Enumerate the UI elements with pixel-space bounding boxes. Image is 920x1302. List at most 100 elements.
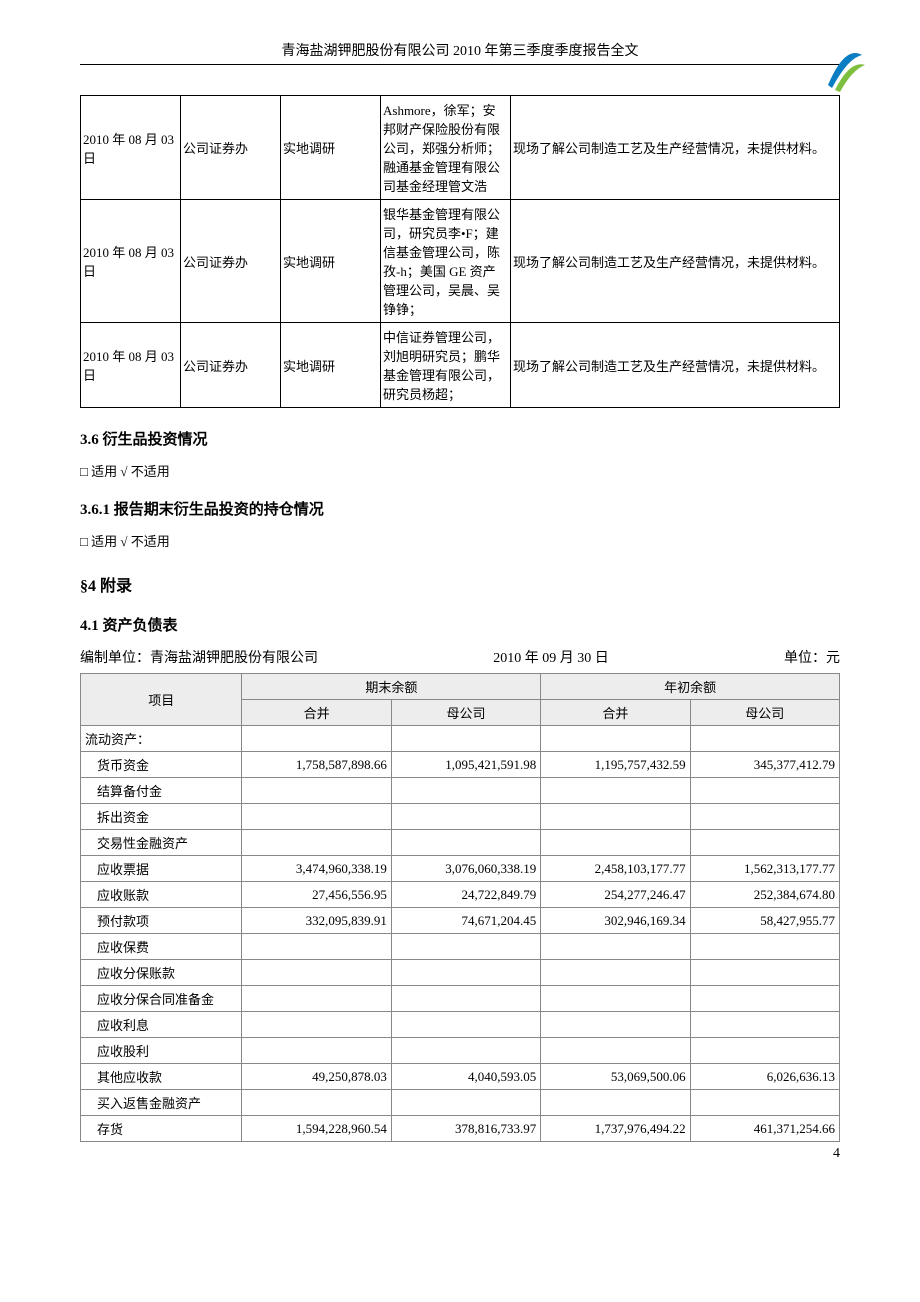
- value-cell: 345,377,412.79: [690, 752, 839, 778]
- th-begin-cons: 合并: [541, 700, 690, 726]
- value-cell: 2,458,103,177.77: [541, 856, 690, 882]
- value-cell: [541, 1090, 690, 1116]
- table-cell: 2010 年 08 月 03 日: [81, 323, 181, 408]
- value-cell: 302,946,169.34: [541, 908, 690, 934]
- section-4-1: 4.1 资产负债表: [80, 614, 840, 635]
- value-cell: [690, 804, 839, 830]
- value-cell: 4,040,593.05: [391, 1064, 540, 1090]
- row-label: 应收分保账款: [81, 960, 242, 986]
- value-cell: [690, 1012, 839, 1038]
- value-cell: [242, 960, 391, 986]
- row-label: 买入返售金融资产: [81, 1090, 242, 1116]
- table-row: 其他应收款49,250,878.034,040,593.0553,069,500…: [81, 1064, 840, 1090]
- row-label: 预付款项: [81, 908, 242, 934]
- table-row: 交易性金融资产: [81, 830, 840, 856]
- row-label: 存货: [81, 1116, 242, 1142]
- table-row: 应收票据3,474,960,338.193,076,060,338.192,45…: [81, 856, 840, 882]
- table-row: 流动资产：: [81, 726, 840, 752]
- value-cell: [242, 1038, 391, 1064]
- table-cell: Ashmore，徐军；安邦财产保险股份有限公司，郑强分析师；融通基金管理有限公司…: [381, 96, 511, 200]
- value-cell: [541, 726, 690, 752]
- page-header: 青海盐湖钾肥股份有限公司 2010 年第三季度季度报告全文: [80, 40, 840, 60]
- value-cell: 1,594,228,960.54: [242, 1116, 391, 1142]
- table-row: 应收分保账款: [81, 960, 840, 986]
- value-cell: [541, 986, 690, 1012]
- row-label: 应收账款: [81, 882, 242, 908]
- table-row: 应收利息: [81, 1012, 840, 1038]
- value-cell: [391, 830, 540, 856]
- table-cell: 现场了解公司制造工艺及生产经营情况，未提供材料。: [511, 323, 840, 408]
- section-3-6: 3.6 衍生品投资情况: [80, 428, 840, 449]
- value-cell: 378,816,733.97: [391, 1116, 540, 1142]
- table-cell: 实地调研: [281, 323, 381, 408]
- value-cell: 74,671,204.45: [391, 908, 540, 934]
- value-cell: 1,195,757,432.59: [541, 752, 690, 778]
- value-cell: 254,277,246.47: [541, 882, 690, 908]
- table-row: 拆出资金: [81, 804, 840, 830]
- table-cell: 实地调研: [281, 200, 381, 323]
- value-cell: 1,758,587,898.66: [242, 752, 391, 778]
- value-cell: [541, 778, 690, 804]
- balance-sheet-table: 项目 期末余额 年初余额 合并 母公司 合并 母公司 流动资产：货币资金1,75…: [80, 673, 840, 1142]
- row-label: 结算备付金: [81, 778, 242, 804]
- row-label: 应收保费: [81, 934, 242, 960]
- value-cell: [690, 986, 839, 1012]
- row-label: 交易性金融资产: [81, 830, 242, 856]
- value-cell: [242, 934, 391, 960]
- balance-sheet-meta: 编制单位：青海盐湖钾肥股份有限公司 2010 年 09 月 30 日 单位：元: [80, 647, 840, 667]
- value-cell: 3,474,960,338.19: [242, 856, 391, 882]
- value-cell: [242, 830, 391, 856]
- applicable-3-6-1: □ 适用 √ 不适用: [80, 531, 840, 550]
- row-label: 应收票据: [81, 856, 242, 882]
- header-rule: [80, 64, 840, 65]
- value-cell: [541, 830, 690, 856]
- table-row: 2010 年 08 月 03 日公司证券办实地调研Ashmore，徐军；安邦财产…: [81, 96, 840, 200]
- value-cell: 27,456,556.95: [242, 882, 391, 908]
- value-cell: [391, 778, 540, 804]
- th-begin-parent: 母公司: [690, 700, 839, 726]
- report-date: 2010 年 09 月 30 日: [493, 647, 609, 667]
- table-cell: 公司证券办: [181, 96, 281, 200]
- table-cell: 现场了解公司制造工艺及生产经营情况，未提供材料。: [511, 200, 840, 323]
- value-cell: [541, 1012, 690, 1038]
- value-cell: [391, 1090, 540, 1116]
- section-3-6-1: 3.6.1 报告期末衍生品投资的持仓情况: [80, 498, 840, 519]
- table-row: 买入返售金融资产: [81, 1090, 840, 1116]
- applicable-3-6: □ 适用 √ 不适用: [80, 461, 840, 480]
- row-label: 货币资金: [81, 752, 242, 778]
- value-cell: [541, 960, 690, 986]
- table-cell: 公司证券办: [181, 323, 281, 408]
- value-cell: 3,076,060,338.19: [391, 856, 540, 882]
- th-begin-balance: 年初余额: [541, 674, 840, 700]
- table-row: 货币资金1,758,587,898.661,095,421,591.981,19…: [81, 752, 840, 778]
- value-cell: [242, 726, 391, 752]
- value-cell: [242, 1090, 391, 1116]
- table-cell: 现场了解公司制造工艺及生产经营情况，未提供材料。: [511, 96, 840, 200]
- value-cell: 24,722,849.79: [391, 882, 540, 908]
- row-label: 其他应收款: [81, 1064, 242, 1090]
- value-cell: [391, 986, 540, 1012]
- currency-unit: 单位：元: [784, 647, 840, 667]
- value-cell: 49,250,878.03: [242, 1064, 391, 1090]
- page-number: 4: [833, 1146, 840, 1162]
- th-item: 项目: [81, 674, 242, 726]
- section-4: §4 附录: [80, 572, 840, 596]
- value-cell: [242, 778, 391, 804]
- table-cell: 公司证券办: [181, 200, 281, 323]
- value-cell: 252,384,674.80: [690, 882, 839, 908]
- table-row: 2010 年 08 月 03 日公司证券办实地调研中信证券管理公司，刘旭明研究员…: [81, 323, 840, 408]
- table-cell: 2010 年 08 月 03 日: [81, 200, 181, 323]
- value-cell: 461,371,254.66: [690, 1116, 839, 1142]
- value-cell: [690, 778, 839, 804]
- value-cell: 1,737,976,494.22: [541, 1116, 690, 1142]
- row-label: 流动资产：: [81, 726, 242, 752]
- value-cell: [690, 726, 839, 752]
- row-label: 应收利息: [81, 1012, 242, 1038]
- value-cell: 53,069,500.06: [541, 1064, 690, 1090]
- th-end-parent: 母公司: [391, 700, 540, 726]
- table-row: 预付款项332,095,839.9174,671,204.45302,946,1…: [81, 908, 840, 934]
- value-cell: [391, 934, 540, 960]
- value-cell: 332,095,839.91: [242, 908, 391, 934]
- value-cell: [690, 1038, 839, 1064]
- value-cell: [541, 934, 690, 960]
